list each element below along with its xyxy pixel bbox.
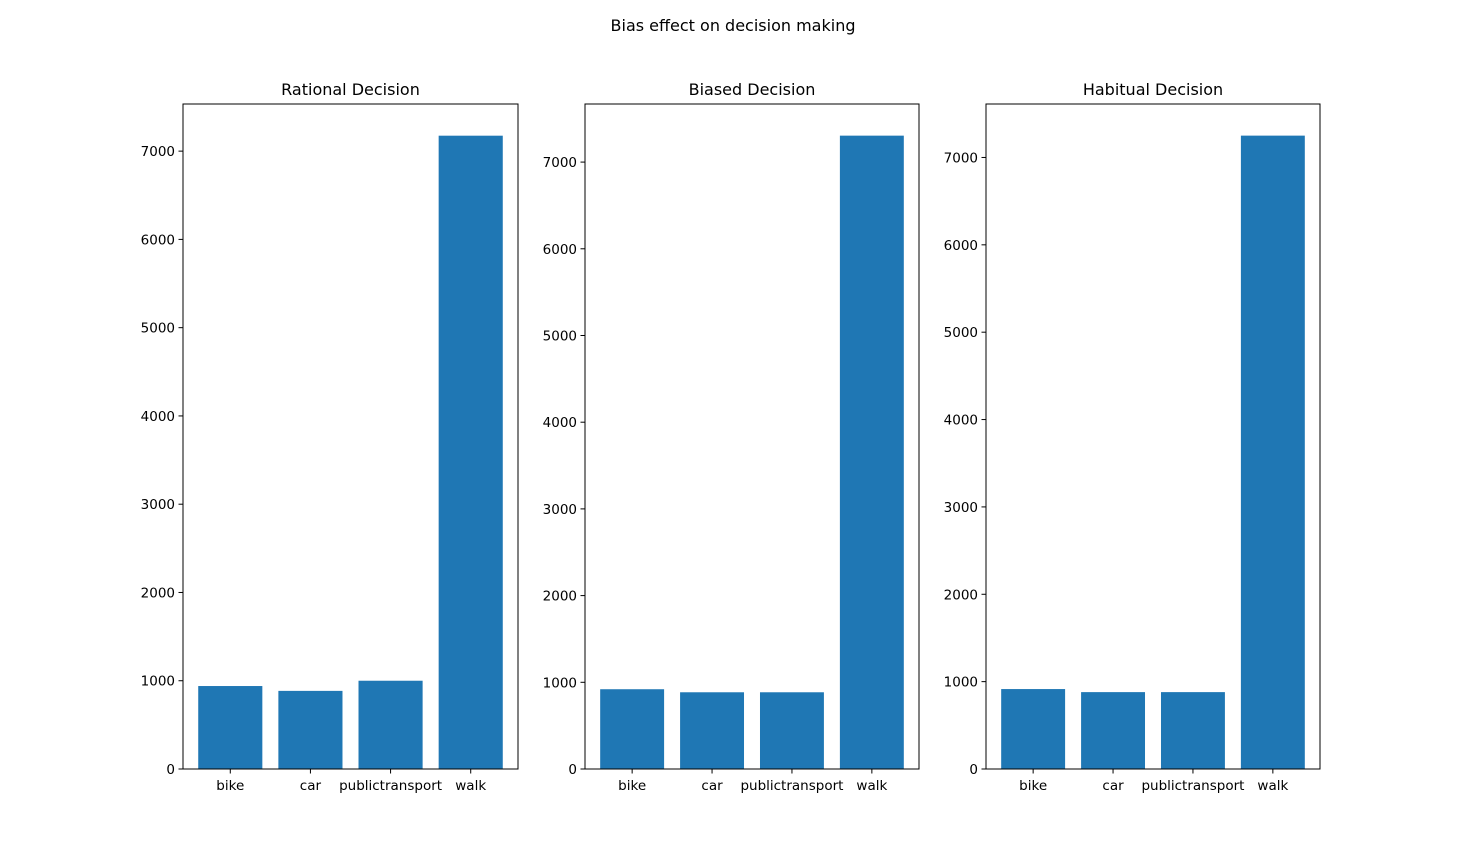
y-tick-label: 0: [568, 762, 577, 778]
x-tick-label: publictransport: [740, 778, 843, 794]
y-tick-label: 5000: [543, 328, 577, 344]
bar-publictransport: [358, 680, 423, 769]
x-tick-label: bike: [1019, 778, 1047, 794]
x-tick-label: bike: [216, 778, 244, 794]
axes-frame: [584, 103, 920, 770]
bar-walk: [438, 135, 503, 769]
y-tick-label: 5000: [944, 325, 978, 341]
figure-title: Bias effect on decision making: [611, 16, 856, 35]
y-tick-label: 3000: [141, 497, 175, 513]
y-tick-label: 7000: [543, 155, 577, 171]
y-tick-label: 7000: [141, 144, 175, 160]
axes-frame: [182, 103, 519, 770]
y-tick-label: 3000: [543, 502, 577, 518]
y-tick-label: 6000: [543, 242, 577, 258]
bar-car: [1081, 692, 1146, 769]
subplot-3: bike car publictransport walk 0 1000 2000 3000 4…: [944, 80, 1321, 794]
y-tick-label: 3000: [944, 500, 978, 516]
bar-bike: [1001, 689, 1066, 769]
x-tick-label: car: [300, 778, 322, 794]
x-tick-label: walk: [1257, 778, 1288, 794]
y-tick-label: 5000: [141, 321, 175, 337]
subplot-2: bike car publictransport walk 0 1000 2000 3000 4…: [543, 80, 920, 794]
bar-bike: [198, 686, 263, 769]
bar-walk: [1240, 135, 1305, 769]
y-tick-label: 4000: [543, 415, 577, 431]
y-tick-label: 4000: [944, 413, 978, 429]
x-tick-label: walk: [455, 778, 486, 794]
subplot-title: Biased Decision: [689, 80, 816, 99]
y-tick-label: 2000: [944, 587, 978, 603]
x-tick-label: publictransport: [339, 778, 442, 794]
y-tick-label: 6000: [944, 238, 978, 254]
y-tick-label: 6000: [141, 232, 175, 248]
y-tick-label: 1000: [141, 674, 175, 690]
y-tick-label: 0: [166, 762, 175, 778]
y-tick-label: 1000: [944, 675, 978, 691]
bar-walk: [839, 135, 904, 769]
subplots: bike car publictransport walk 0 1000 2000 3000 4…: [141, 80, 1321, 794]
x-tick-label: publictransport: [1141, 778, 1244, 794]
y-tick-label: 7000: [944, 150, 978, 166]
y-tick-label: 2000: [543, 589, 577, 605]
subplot-title: Habitual Decision: [1083, 80, 1223, 99]
subplot-1: bike car publictransport walk 0 1000 2000 3000 4…: [141, 80, 519, 794]
bar-publictransport: [759, 692, 824, 769]
y-tick-label: 0: [969, 762, 978, 778]
bar-publictransport: [1160, 692, 1225, 769]
y-tick-label: 2000: [141, 585, 175, 601]
x-tick-label: car: [701, 778, 723, 794]
bar-car: [278, 690, 343, 769]
y-tick-label: 4000: [141, 409, 175, 425]
subplot-title: Rational Decision: [281, 80, 420, 99]
x-tick-label: walk: [856, 778, 887, 794]
axes-frame: [985, 103, 1321, 770]
y-tick-label: 1000: [543, 675, 577, 691]
x-tick-label: car: [1102, 778, 1124, 794]
bar-car: [680, 692, 745, 769]
x-tick-label: bike: [618, 778, 646, 794]
bar-bike: [600, 689, 665, 769]
